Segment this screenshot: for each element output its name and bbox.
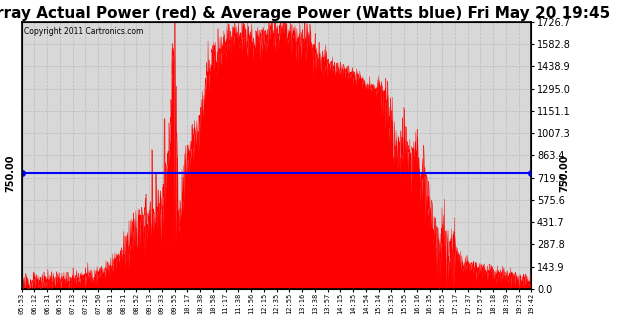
Text: 750.00: 750.00 bbox=[5, 154, 15, 192]
Text: 750.00: 750.00 bbox=[559, 154, 570, 192]
Title: East Array Actual Power (red) & Average Power (Watts blue) Fri May 20 19:45: East Array Actual Power (red) & Average … bbox=[0, 5, 611, 20]
Text: Copyright 2011 Cartronics.com: Copyright 2011 Cartronics.com bbox=[24, 27, 143, 36]
